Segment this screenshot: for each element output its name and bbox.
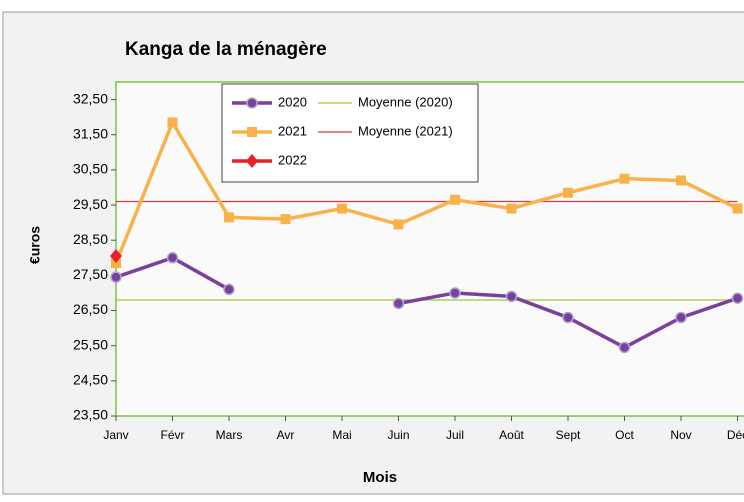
x-tick-label: Janv <box>103 428 128 442</box>
point <box>392 297 405 310</box>
point <box>562 311 574 324</box>
point <box>280 214 291 225</box>
y-tick-label: 25,50 <box>73 336 108 352</box>
x-tick-label: Mars <box>216 428 243 442</box>
x-tick-label: Mai <box>332 428 351 442</box>
x-tick-label: Avr <box>277 428 295 442</box>
point <box>246 154 258 168</box>
point <box>506 203 517 214</box>
point <box>166 252 179 264</box>
x-tick-label: Oct <box>615 428 634 442</box>
chart-title: Kanga de la ménagère <box>125 39 327 60</box>
legend-label: Moyenne (2020) <box>358 94 453 109</box>
y-tick-label: 32,50 <box>73 90 108 106</box>
x-tick-label: Sept <box>556 428 581 442</box>
point <box>450 194 460 205</box>
y-tick-label: 26,50 <box>73 301 108 317</box>
y-tick-label: 23,50 <box>73 407 108 423</box>
point <box>167 117 178 128</box>
x-tick-label: Déc <box>727 428 744 442</box>
point <box>110 249 122 264</box>
y-tick-label: 31,50 <box>73 125 108 141</box>
x-tick-label: Août <box>499 428 524 442</box>
point <box>393 219 404 230</box>
legend-label: 2020 <box>278 94 307 109</box>
y-tick-label: 29,50 <box>73 196 108 212</box>
x-tick-label: Nov <box>670 428 691 442</box>
x-tick-label: Juin <box>387 428 409 442</box>
x-axis-label: Mois <box>363 469 397 486</box>
point <box>563 187 573 198</box>
point <box>618 341 631 354</box>
point <box>676 175 686 186</box>
legend-label: Moyenne (2021) <box>358 123 453 138</box>
point <box>337 203 347 214</box>
y-axis-label: €uros <box>27 226 43 264</box>
point <box>247 127 257 137</box>
series-line <box>114 120 739 264</box>
y-tick-label: 28,50 <box>73 231 108 247</box>
y-tick-label: 24,50 <box>73 372 108 388</box>
point <box>223 283 235 296</box>
x-tick-label: Févr <box>161 428 185 442</box>
x-tick-label: Juil <box>446 428 464 442</box>
point <box>110 271 122 283</box>
point <box>675 311 687 324</box>
legend-label: 2021 <box>278 123 307 138</box>
point <box>246 97 258 109</box>
point <box>731 292 744 304</box>
y-tick-label: 30,50 <box>73 161 108 177</box>
y-tick-label: 27,50 <box>73 266 108 282</box>
legend-label: 2022 <box>278 152 307 167</box>
point <box>111 258 121 269</box>
point <box>505 290 518 303</box>
point <box>619 173 630 184</box>
point <box>224 212 234 223</box>
point <box>449 287 461 299</box>
point <box>732 203 743 214</box>
